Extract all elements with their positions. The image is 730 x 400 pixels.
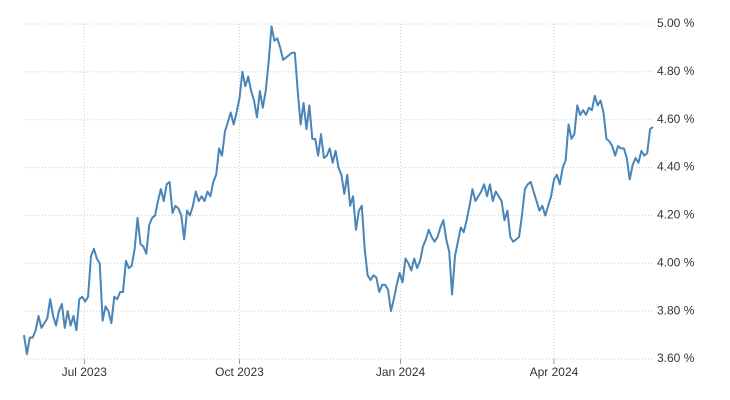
x-tick-label: Jan 2024	[376, 365, 426, 379]
y-tick-label: 4.00 %	[657, 255, 695, 269]
y-tick-label: 4.40 %	[657, 160, 695, 174]
y-tick-label: 4.60 %	[657, 112, 695, 126]
data-line	[23, 25, 654, 356]
y-tick-label: 5.00 %	[657, 16, 695, 30]
y-tick-label: 3.80 %	[657, 303, 695, 317]
y-tick-label: 3.60 %	[657, 351, 695, 365]
y-tick-label: 4.20 %	[657, 208, 695, 222]
y-tick-label: 4.80 %	[657, 64, 695, 78]
x-tick-label: Oct 2023	[215, 365, 264, 379]
x-tick-label: Apr 2024	[530, 365, 579, 379]
x-tick-label: Jul 2023	[62, 365, 108, 379]
